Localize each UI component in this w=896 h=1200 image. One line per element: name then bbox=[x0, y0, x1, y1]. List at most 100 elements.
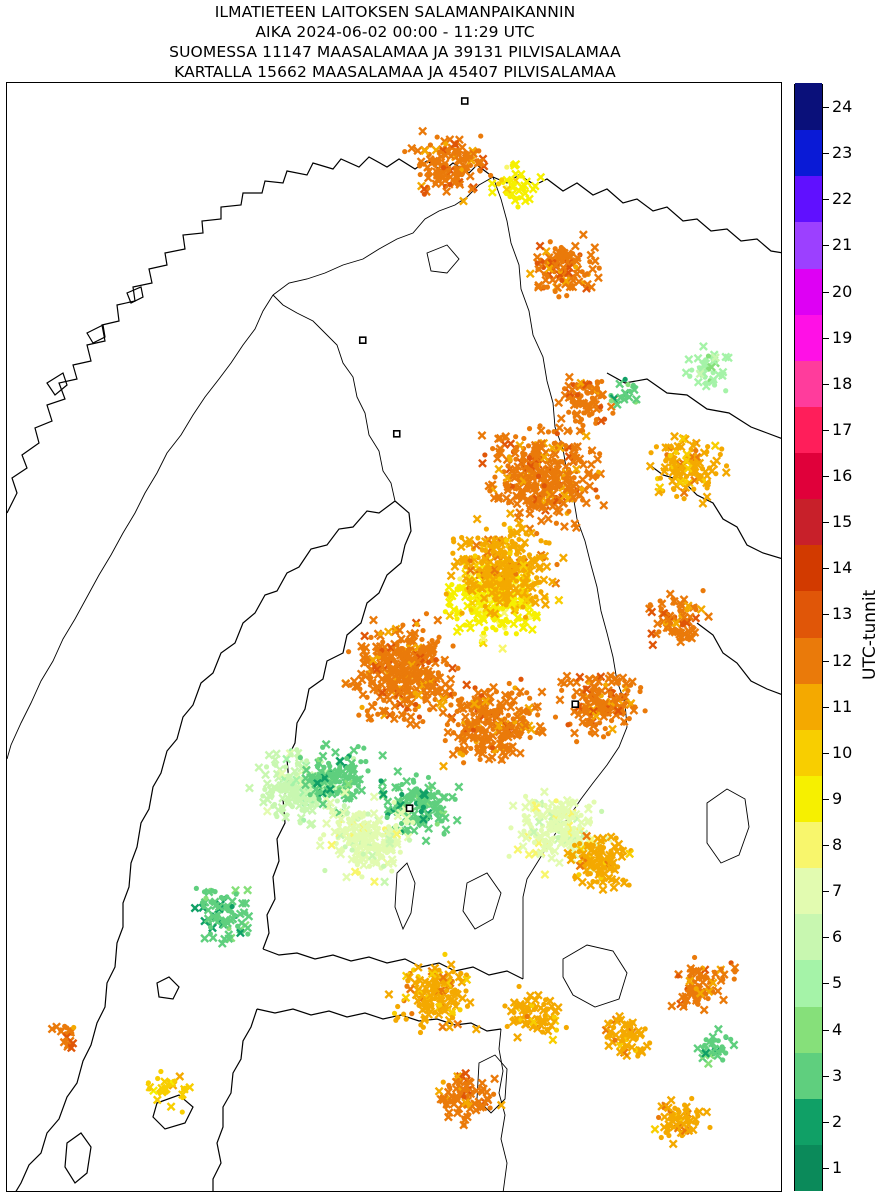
ground-strike-mark bbox=[446, 571, 456, 581]
cloud-strike-mark bbox=[359, 811, 365, 817]
ground-strike-mark bbox=[453, 608, 463, 618]
cloud-strike-mark bbox=[580, 422, 586, 429]
ground-strike-mark bbox=[262, 779, 272, 789]
ground-strike-mark bbox=[526, 501, 536, 511]
ground-strike-mark bbox=[460, 712, 470, 722]
cloud-strike-mark bbox=[677, 608, 683, 614]
cloud-strike-mark bbox=[358, 759, 364, 765]
cloud-strike-mark bbox=[523, 485, 529, 491]
cloud-strike-mark bbox=[460, 760, 467, 766]
ground-strike-mark bbox=[454, 782, 464, 792]
colorbar-segment-11 bbox=[795, 682, 822, 730]
cloud-strike-mark bbox=[432, 995, 438, 1002]
cloud-strike-mark bbox=[399, 791, 405, 798]
ground-strike-mark bbox=[564, 372, 574, 382]
cloud-strike-mark bbox=[491, 1091, 497, 1097]
colorbar-tick bbox=[823, 291, 829, 293]
cloud-strike-mark bbox=[284, 812, 290, 818]
cloud-strike-mark bbox=[454, 616, 460, 622]
ground-strike-mark bbox=[510, 465, 520, 474]
cloud-strike-mark bbox=[469, 722, 475, 728]
ground-strike-mark bbox=[572, 687, 582, 697]
ground-strike-mark bbox=[424, 824, 434, 834]
colorbar-segment-24 bbox=[795, 83, 822, 131]
cloud-strike-mark bbox=[510, 543, 516, 549]
cloud-strike-mark bbox=[365, 811, 371, 817]
cloud-strike-mark bbox=[731, 976, 737, 982]
cloud-strike-mark bbox=[293, 789, 300, 795]
cloud-strike-mark bbox=[653, 444, 660, 450]
cloud-strike-mark bbox=[365, 768, 371, 774]
ground-strike-mark bbox=[665, 589, 675, 599]
cloud-strike-mark bbox=[161, 1085, 167, 1091]
ground-strike-mark bbox=[508, 801, 518, 811]
colorbar-segment-17 bbox=[795, 405, 822, 453]
ground-strike-mark bbox=[567, 385, 577, 395]
cloud-strike-mark bbox=[452, 796, 458, 802]
ground-strike-mark bbox=[598, 390, 608, 399]
cloud-strike-mark bbox=[450, 730, 457, 736]
cloud-strike-mark bbox=[625, 381, 631, 388]
ground-strike-mark bbox=[586, 880, 596, 890]
cloud-strike-mark bbox=[501, 521, 507, 527]
colorbar-segment-19 bbox=[795, 313, 822, 361]
ground-strike-mark bbox=[525, 509, 535, 519]
cloud-strike-mark bbox=[567, 478, 573, 484]
ground-strike-mark bbox=[385, 695, 394, 705]
lightning-map bbox=[6, 82, 782, 1192]
colorbar-tick-label: 11 bbox=[832, 696, 853, 716]
colorbar-segment-5 bbox=[795, 959, 822, 1007]
cloud-strike-mark bbox=[379, 853, 385, 859]
cloud-strike-mark bbox=[566, 469, 573, 475]
ground-strike-mark bbox=[537, 503, 547, 513]
cloud-strike-mark bbox=[513, 196, 519, 202]
ground-strike-mark bbox=[537, 687, 547, 697]
cloud-strike-mark bbox=[564, 808, 571, 814]
ground-strike-mark bbox=[378, 750, 388, 760]
ground-strike-mark bbox=[447, 591, 457, 601]
ground-strike-mark bbox=[262, 806, 272, 816]
cloud-strike-mark bbox=[521, 812, 527, 819]
cloud-strike-mark bbox=[461, 157, 467, 163]
finland-sweden-border bbox=[272, 294, 396, 502]
colorbar-tick bbox=[823, 1121, 829, 1123]
cloud-strike-mark bbox=[302, 801, 309, 807]
ground-strike-mark bbox=[261, 770, 271, 780]
ground-strike-mark bbox=[531, 611, 541, 620]
cloud-strike-mark bbox=[607, 690, 614, 696]
cloud-strike-mark bbox=[368, 845, 374, 852]
cloud-strike-mark bbox=[547, 239, 553, 245]
ground-strike-mark bbox=[510, 473, 520, 483]
cloud-strike-mark bbox=[503, 734, 509, 741]
cloud-strike-mark bbox=[423, 611, 430, 617]
cloud-strike-mark bbox=[158, 1068, 164, 1075]
cloud-strike-mark bbox=[214, 915, 220, 921]
cloud-strike-mark bbox=[602, 725, 608, 732]
station-marker bbox=[460, 97, 469, 105]
ground-strike-mark bbox=[593, 454, 603, 464]
cloud-strike-mark bbox=[554, 561, 560, 568]
cloud-strike-mark bbox=[647, 1040, 653, 1046]
cloud-strike-mark bbox=[719, 446, 725, 452]
cloud-strike-mark bbox=[420, 627, 426, 634]
colorbar-tick-label: 22 bbox=[832, 189, 853, 209]
ground-strike-mark bbox=[542, 562, 552, 572]
cloud-strike-mark bbox=[354, 848, 360, 854]
ground-strike-mark bbox=[465, 997, 475, 1007]
cloud-strike-mark bbox=[490, 708, 496, 715]
ground-strike-mark bbox=[563, 482, 573, 492]
ground-strike-mark bbox=[465, 171, 475, 181]
cloud-strike-mark bbox=[600, 734, 607, 740]
station-marker bbox=[405, 804, 414, 813]
ground-strike-mark bbox=[571, 464, 581, 474]
cloud-strike-mark bbox=[563, 252, 570, 258]
cloud-strike-mark bbox=[543, 539, 549, 546]
cloud-strike-mark bbox=[515, 204, 521, 210]
cloud-strike-mark bbox=[374, 843, 380, 849]
cloud-strike-mark bbox=[504, 164, 510, 170]
ground-strike-mark bbox=[680, 434, 690, 444]
ground-strike-mark bbox=[667, 457, 677, 467]
cloud-strike-mark bbox=[691, 486, 697, 492]
cloud-strike-mark bbox=[503, 602, 509, 608]
ground-strike-mark bbox=[558, 263, 568, 273]
